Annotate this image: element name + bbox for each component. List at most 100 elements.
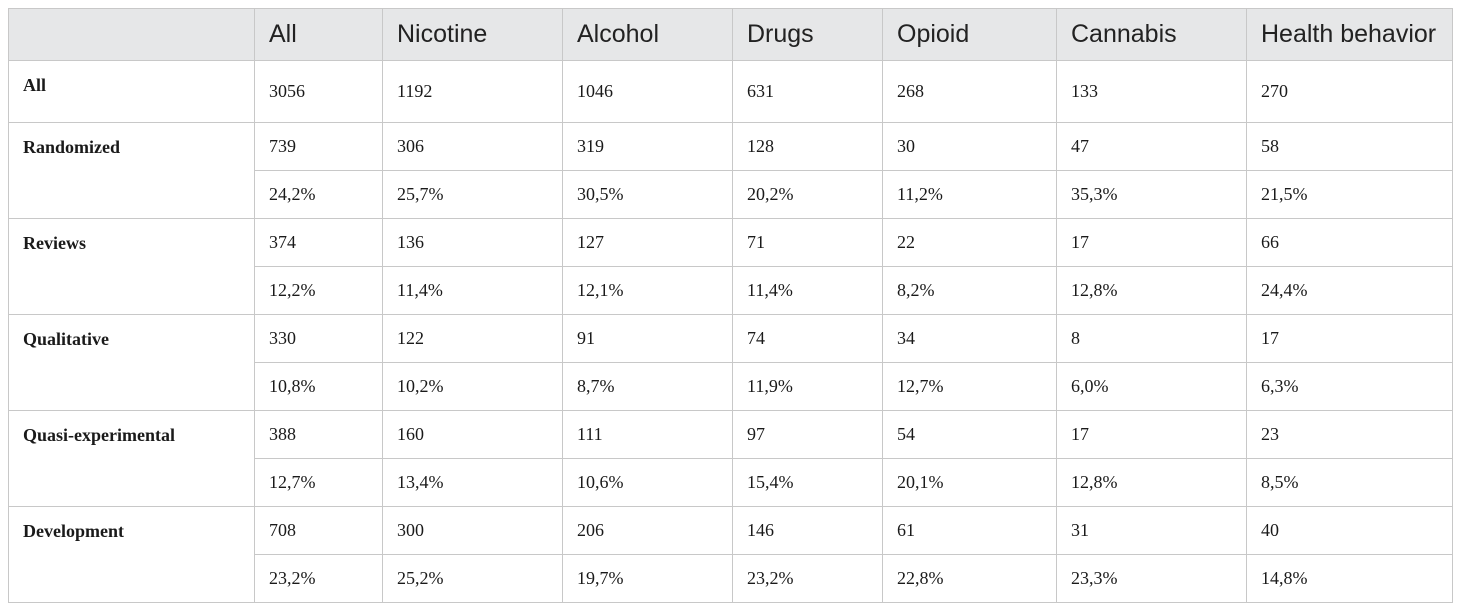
count-cell: 374 bbox=[254, 218, 383, 267]
percent-cell: 23,3% bbox=[1056, 554, 1247, 603]
header-cell-alcohol: Alcohol bbox=[562, 8, 733, 61]
count-cell: 58 bbox=[1246, 122, 1453, 171]
percent-cell: 12,7% bbox=[882, 362, 1057, 411]
percent-cell: 13,4% bbox=[382, 458, 563, 507]
count-cell: 91 bbox=[562, 314, 733, 363]
percent-cell: 12,7% bbox=[254, 458, 383, 507]
table-row: Development 708 300 206 146 61 31 40 bbox=[8, 506, 1453, 603]
percent-cell: 10,6% bbox=[562, 458, 733, 507]
count-cell: 146 bbox=[732, 506, 883, 555]
header-cell-nicotine: Nicotine bbox=[382, 8, 563, 61]
percent-cell: 21,5% bbox=[1246, 170, 1453, 219]
count-cell: 17 bbox=[1056, 410, 1247, 459]
percent-cell: 25,2% bbox=[382, 554, 563, 603]
percent-cell: 24,4% bbox=[1246, 266, 1453, 315]
table-row-percent: 12,2% 11,4% 12,1% 11,4% 8,2% 12,8% 24,4% bbox=[9, 266, 1453, 315]
count-cell: 306 bbox=[382, 122, 563, 171]
header-cell-corner bbox=[8, 8, 255, 61]
count-cell: 74 bbox=[732, 314, 883, 363]
table-row-percent: 24,2% 25,7% 30,5% 20,2% 11,2% 35,3% 21,5% bbox=[9, 170, 1453, 219]
table-row: Reviews 374 136 127 71 22 17 66 bbox=[8, 218, 1453, 315]
count-cell: 30 bbox=[882, 122, 1057, 171]
row-label: All bbox=[8, 60, 255, 123]
table-row-percent: 12,7% 13,4% 10,6% 15,4% 20,1% 12,8% 8,5% bbox=[9, 458, 1453, 507]
count-cell: 66 bbox=[1246, 218, 1453, 267]
table-row: Quasi-experimental 388 160 111 97 54 17 23 bbox=[8, 410, 1453, 507]
count-cell: 388 bbox=[254, 410, 383, 459]
row-label: Reviews bbox=[8, 218, 255, 315]
count-cell: 3056 bbox=[254, 60, 383, 123]
header-cell-all: All bbox=[254, 8, 383, 61]
table-row: Qualitative 330 122 91 74 34 8 17 bbox=[8, 314, 1453, 411]
percent-cell: 6,0% bbox=[1056, 362, 1247, 411]
percent-cell: 12,8% bbox=[1056, 458, 1247, 507]
data-table: All Nicotine Alcohol Drugs Opioid Cannab… bbox=[8, 8, 1453, 603]
count-cell: 97 bbox=[732, 410, 883, 459]
count-cell: 23 bbox=[1246, 410, 1453, 459]
count-cell: 136 bbox=[382, 218, 563, 267]
count-cell: 631 bbox=[732, 60, 883, 123]
percent-cell: 11,2% bbox=[882, 170, 1057, 219]
percent-cell: 25,7% bbox=[382, 170, 563, 219]
percent-cell: 20,1% bbox=[882, 458, 1057, 507]
percent-cell: 8,5% bbox=[1246, 458, 1453, 507]
percent-cell: 11,4% bbox=[732, 266, 883, 315]
table-row-percent: 23,2% 25,2% 19,7% 23,2% 22,8% 23,3% 14,8% bbox=[9, 554, 1453, 603]
count-cell: 40 bbox=[1246, 506, 1453, 555]
count-cell: 8 bbox=[1056, 314, 1247, 363]
header-cell-opioid: Opioid bbox=[882, 8, 1057, 61]
percent-cell: 6,3% bbox=[1246, 362, 1453, 411]
row-label: Qualitative bbox=[8, 314, 255, 411]
count-cell: 708 bbox=[254, 506, 383, 555]
count-cell: 300 bbox=[382, 506, 563, 555]
table-container: All Nicotine Alcohol Drugs Opioid Cannab… bbox=[8, 8, 1453, 603]
percent-cell: 35,3% bbox=[1056, 170, 1247, 219]
count-cell: 319 bbox=[562, 122, 733, 171]
percent-cell: 12,1% bbox=[562, 266, 733, 315]
header-cell-health-behavior: Health behavior bbox=[1246, 8, 1453, 61]
percent-cell: 19,7% bbox=[562, 554, 733, 603]
count-cell: 1046 bbox=[562, 60, 733, 123]
row-label: Development bbox=[8, 506, 255, 603]
count-cell: 330 bbox=[254, 314, 383, 363]
count-cell: 206 bbox=[562, 506, 733, 555]
table-row: Randomized 739 306 319 128 30 47 58 bbox=[8, 122, 1453, 219]
count-cell: 122 bbox=[382, 314, 563, 363]
count-cell: 1192 bbox=[382, 60, 563, 123]
count-cell: 47 bbox=[1056, 122, 1247, 171]
count-cell: 270 bbox=[1246, 60, 1453, 123]
header-cell-cannabis: Cannabis bbox=[1056, 8, 1247, 61]
percent-cell: 11,4% bbox=[382, 266, 563, 315]
count-cell: 34 bbox=[882, 314, 1057, 363]
percent-cell: 10,2% bbox=[382, 362, 563, 411]
count-cell: 160 bbox=[382, 410, 563, 459]
row-label: Quasi-experimental bbox=[8, 410, 255, 507]
percent-cell: 8,2% bbox=[882, 266, 1057, 315]
percent-cell: 8,7% bbox=[562, 362, 733, 411]
count-cell: 17 bbox=[1056, 218, 1247, 267]
count-cell: 61 bbox=[882, 506, 1057, 555]
percent-cell: 11,9% bbox=[732, 362, 883, 411]
percent-cell: 23,2% bbox=[254, 554, 383, 603]
percent-cell: 22,8% bbox=[882, 554, 1057, 603]
count-cell: 127 bbox=[562, 218, 733, 267]
percent-cell: 14,8% bbox=[1246, 554, 1453, 603]
percent-cell: 24,2% bbox=[254, 170, 383, 219]
count-cell: 111 bbox=[562, 410, 733, 459]
count-cell: 22 bbox=[882, 218, 1057, 267]
percent-cell: 15,4% bbox=[732, 458, 883, 507]
percent-cell: 30,5% bbox=[562, 170, 733, 219]
percent-cell: 10,8% bbox=[254, 362, 383, 411]
count-cell: 17 bbox=[1246, 314, 1453, 363]
count-cell: 133 bbox=[1056, 60, 1247, 123]
table-row-percent: 10,8% 10,2% 8,7% 11,9% 12,7% 6,0% 6,3% bbox=[9, 362, 1453, 411]
percent-cell: 23,2% bbox=[732, 554, 883, 603]
table-row: All 3056 1192 1046 631 268 133 270 bbox=[8, 60, 1453, 123]
count-cell: 268 bbox=[882, 60, 1057, 123]
header-row: All Nicotine Alcohol Drugs Opioid Cannab… bbox=[8, 8, 1453, 61]
percent-cell: 20,2% bbox=[732, 170, 883, 219]
percent-cell: 12,2% bbox=[254, 266, 383, 315]
count-cell: 54 bbox=[882, 410, 1057, 459]
count-cell: 71 bbox=[732, 218, 883, 267]
count-cell: 739 bbox=[254, 122, 383, 171]
